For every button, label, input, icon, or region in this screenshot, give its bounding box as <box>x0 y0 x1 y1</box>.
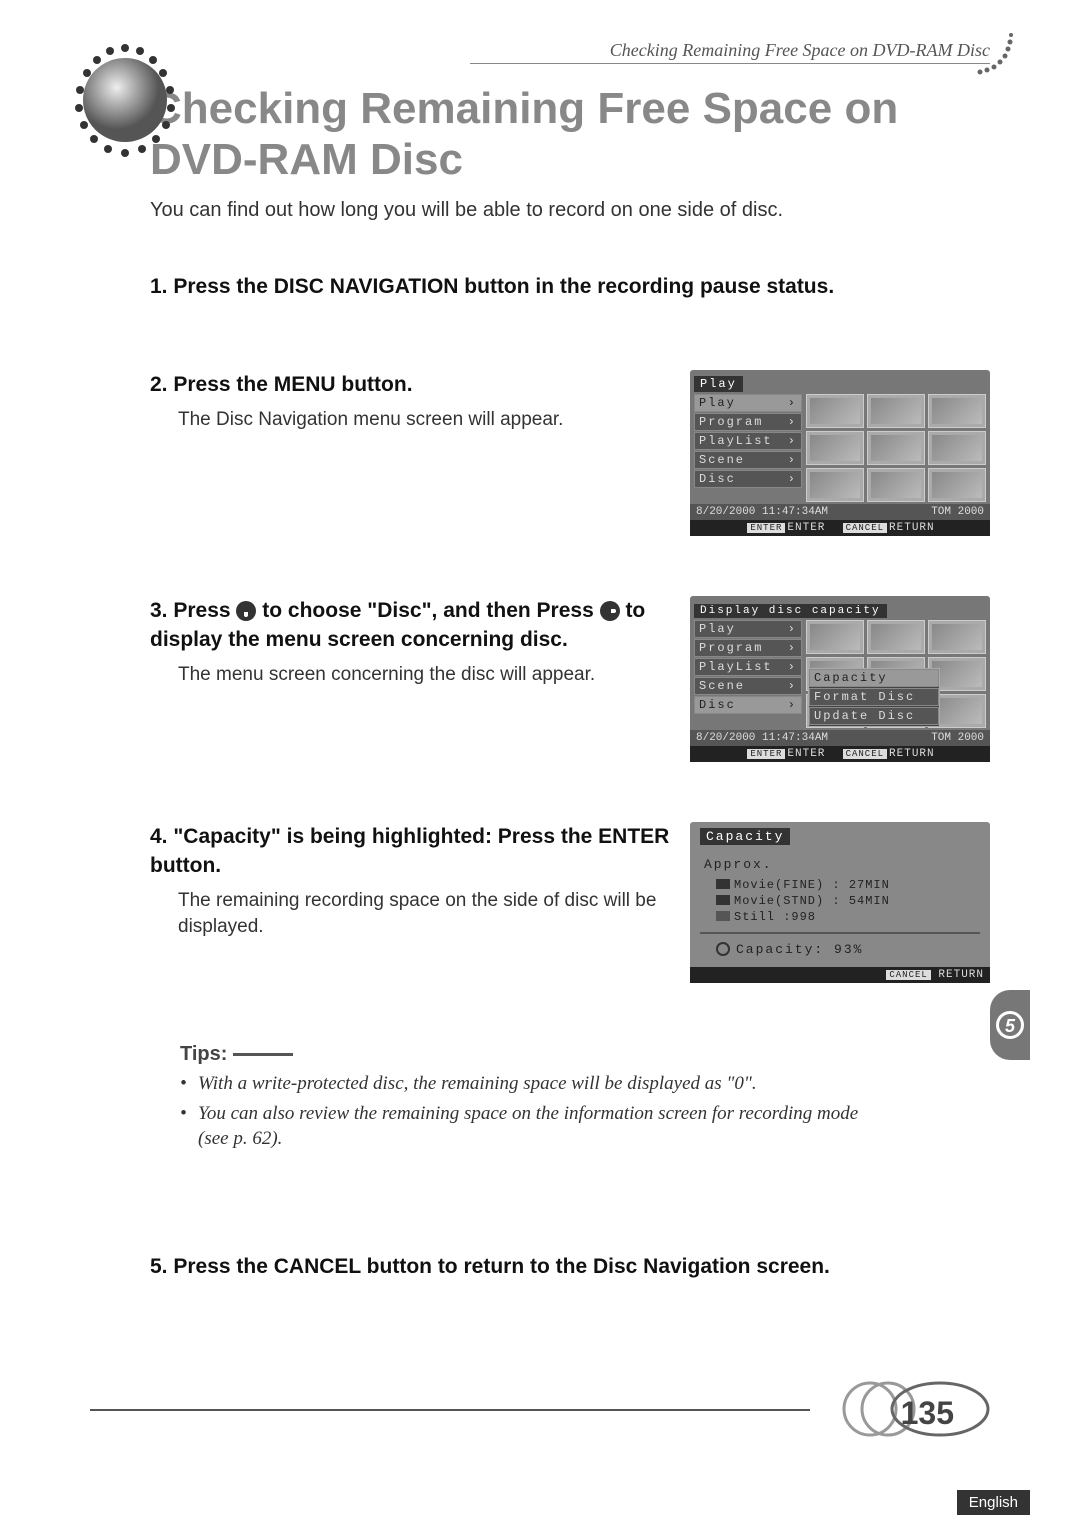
cancel-label: CANCEL <box>843 523 887 533</box>
menu-item-program: Program <box>699 415 763 429</box>
running-header: Checking Remaining Free Space on DVD-RAM… <box>470 40 990 64</box>
still-icon <box>716 911 730 921</box>
screenshot-disc-submenu: Display disc capacity Play› Program› Pla… <box>690 596 990 762</box>
menu-item-play: Play <box>699 396 736 410</box>
step-3: Display disc capacity Play› Program› Pla… <box>90 596 990 762</box>
menu2-disc: Disc <box>699 698 736 712</box>
screen1-menu: Play› Program› PlayList› Scene› Disc› <box>694 394 802 502</box>
step-3-head: 3. Press to choose "Disc", and then Pres… <box>150 596 670 655</box>
step-2-body: The Disc Navigation menu screen will app… <box>178 407 678 433</box>
screen2-status-right: TOM 2000 <box>931 732 984 744</box>
step-2: Play Play› Program› PlayList› Scene› Dis… <box>90 370 990 536</box>
tip-2: You can also review the remaining space … <box>180 1102 880 1151</box>
tips-box: Tips: With a write-protected disc, the r… <box>180 1043 880 1152</box>
language-badge: English <box>957 1490 1030 1515</box>
submenu-update: Update Disc <box>814 709 915 723</box>
step-4-body: The remaining recording space on the sid… <box>178 888 678 939</box>
tip-1: With a write-protected disc, the remaini… <box>180 1072 880 1097</box>
step3-text-a: 3. Press <box>150 599 236 622</box>
cancel-label-3: CANCEL <box>886 970 930 980</box>
submenu-format: Format Disc <box>814 690 915 704</box>
submenu-capacity: Capacity <box>814 671 888 685</box>
screen2-title: Display disc capacity <box>694 604 887 618</box>
step-4: Capacity Approx. Movie(FINE) : 27MIN Mov… <box>90 822 990 983</box>
step-5: 5. Press the CANCEL button to return to … <box>90 1252 990 1289</box>
menu2-scene: Scene <box>699 679 745 693</box>
cancel-text-2: RETURN <box>889 748 935 760</box>
screen2-menu: Play› Program› PlayList› Scene› Disc› <box>694 620 802 728</box>
chapter-badge: 5 <box>990 990 1030 1060</box>
page-title: Checking Remaining Free Space on DVD-RAM… <box>150 84 990 185</box>
pie-icon <box>716 942 730 956</box>
movie-icon <box>716 879 730 889</box>
step-3-body: The menu screen concerning the disc will… <box>178 662 678 688</box>
step-5-head: 5. Press the CANCEL button to return to … <box>150 1252 950 1281</box>
joystick-down-icon <box>236 601 256 621</box>
movie-icon <box>716 895 730 905</box>
step-1: 1. Press the DISC NAVIGATION button in t… <box>90 272 990 309</box>
tips-label: Tips: <box>180 1043 227 1065</box>
menu2-program: Program <box>699 641 763 655</box>
menu2-playlist: PlayList <box>699 660 773 674</box>
menu-item-disc: Disc <box>699 472 736 486</box>
page-footer: 135 <box>90 1409 990 1411</box>
menu-item-playlist: PlayList <box>699 434 773 448</box>
step-4-head: 4. "Capacity" is being highlighted: Pres… <box>150 822 670 881</box>
page-number: 135 <box>901 1395 954 1432</box>
cancel-text-3: RETURN <box>938 969 984 981</box>
step-2-head: 2. Press the MENU button. <box>150 370 670 399</box>
screen2-status-date: 8/20/2000 11:47:34AM <box>696 732 828 744</box>
cap-row-stnd: Movie(STND) : 54MIN <box>734 894 890 908</box>
section-logo-icon <box>60 30 190 200</box>
screen3-approx: Approx. <box>704 857 980 872</box>
screenshot-capacity: Capacity Approx. Movie(FINE) : 27MIN Mov… <box>690 822 990 983</box>
cap-row-fine: Movie(FINE) : 27MIN <box>734 878 890 892</box>
screen1-thumbnails <box>802 394 986 502</box>
joystick-right-icon <box>600 601 620 621</box>
screen2-submenu: Capacity Format Disc Update Disc <box>808 668 940 727</box>
enter-label: ENTER <box>747 523 785 533</box>
screen1-title: Play <box>694 376 743 392</box>
chapter-number: 5 <box>996 1011 1024 1039</box>
cap-row-still: Still :998 <box>734 910 816 924</box>
cap-percent: Capacity: 93% <box>736 942 863 957</box>
cancel-label-2: CANCEL <box>843 749 887 759</box>
screen1-status-right: TOM 2000 <box>931 506 984 518</box>
intro-text: You can find out how long you will be ab… <box>150 199 990 222</box>
enter-label-2: ENTER <box>747 749 785 759</box>
menu-item-scene: Scene <box>699 453 745 467</box>
screenshot-nav-menu: Play Play› Program› PlayList› Scene› Dis… <box>690 370 990 536</box>
step3-text-b: to choose "Disc", and then Press <box>262 599 599 622</box>
step-1-head: 1. Press the DISC NAVIGATION button in t… <box>150 272 950 301</box>
screen3-title: Capacity <box>700 828 790 845</box>
enter-text-2: ENTER <box>787 748 825 760</box>
enter-text: ENTER <box>787 522 825 534</box>
menu2-play: Play <box>699 622 736 636</box>
corner-dots-icon <box>970 30 1020 80</box>
cancel-text: RETURN <box>889 522 935 534</box>
screen1-status-date: 8/20/2000 11:47:34AM <box>696 506 828 518</box>
